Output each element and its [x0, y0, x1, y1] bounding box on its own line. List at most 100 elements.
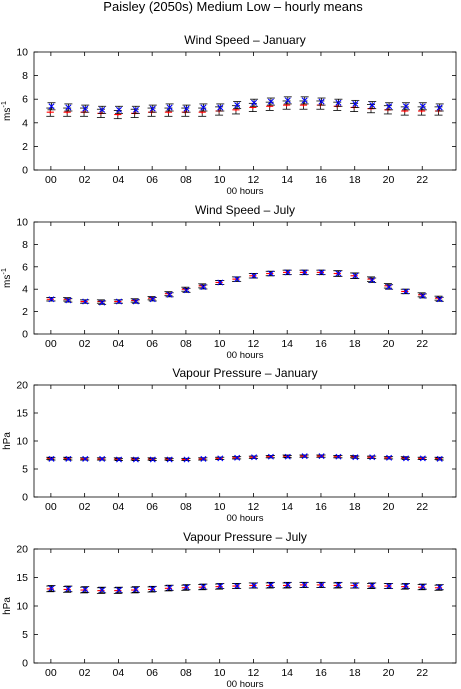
series-2 — [47, 269, 444, 306]
y-tick-label: 0 — [22, 492, 28, 504]
marker-x-b — [284, 269, 291, 276]
marker-x-b — [99, 106, 106, 113]
data-point — [368, 101, 377, 110]
data-point — [266, 270, 275, 277]
data-point — [368, 454, 377, 461]
marker-x-b — [251, 272, 258, 279]
marker-x-b — [82, 298, 89, 305]
x-tick-label: 08 — [180, 174, 192, 186]
data-point — [317, 453, 326, 460]
data-point — [216, 455, 225, 462]
marker-x-b — [65, 297, 72, 304]
data-point — [418, 102, 427, 111]
marker-x-b — [200, 583, 207, 590]
data-point — [131, 105, 140, 114]
x-tick-label: 20 — [383, 667, 395, 679]
x-tick-label: 00 — [45, 174, 57, 186]
y-tick-label: 0 — [22, 658, 28, 670]
marker-x-b — [267, 270, 274, 277]
data-point — [199, 455, 208, 462]
x-tick-label: 06 — [146, 338, 158, 350]
series-2 — [47, 581, 444, 594]
series-2 — [47, 96, 444, 114]
data-point — [131, 298, 140, 305]
y-axis-label: ms-1 — [0, 101, 13, 121]
data-point — [199, 103, 208, 112]
marker-x-b — [386, 103, 393, 110]
data-point — [165, 456, 174, 463]
data-point — [334, 581, 343, 588]
plot-frame — [33, 384, 457, 498]
marker-x-b — [65, 585, 72, 592]
marker-x-b — [267, 453, 274, 460]
marker-x-b — [386, 583, 393, 590]
marker-x-b — [301, 269, 308, 276]
data-point — [148, 296, 157, 303]
y-axis-label: hPa — [2, 597, 13, 615]
plot-frame — [33, 51, 457, 171]
data-point — [182, 287, 191, 294]
data-point — [418, 455, 427, 462]
marker-x-b — [48, 296, 55, 303]
data-point — [351, 582, 360, 589]
marker-x-b — [369, 454, 376, 461]
x-axis-label: 00 hours — [227, 513, 264, 524]
data-point — [81, 586, 90, 593]
y-tick-label: 10 — [16, 436, 28, 448]
marker-x-b — [335, 581, 342, 588]
x-tick-label: 06 — [146, 174, 158, 186]
marker-x-b — [116, 298, 122, 305]
marker-x-b — [284, 97, 291, 104]
y-tick-label: 8 — [22, 239, 28, 251]
marker-x-b — [82, 105, 89, 112]
data-point — [182, 584, 191, 591]
data-point — [81, 455, 90, 462]
marker-x-b — [149, 456, 156, 463]
marker-x-b — [48, 455, 55, 462]
data-point — [351, 272, 360, 279]
plot-frame — [33, 221, 457, 335]
marker-x-b — [217, 104, 224, 111]
data-point — [233, 454, 242, 461]
x-tick-label: 00 — [45, 338, 57, 350]
data-point — [64, 455, 73, 462]
marker-x-b — [48, 585, 55, 592]
chart-panel-4: Vapour Pressure – July 0 5 10 15 20 00 02 04 06 08… — [2, 530, 457, 689]
marker-x-b — [352, 100, 359, 107]
marker-x-b — [301, 453, 308, 460]
x-tick-label: 02 — [79, 501, 91, 513]
marker-x-b — [166, 584, 173, 591]
marker-x-b — [301, 581, 308, 588]
marker-x-b — [200, 455, 207, 462]
data-point — [148, 456, 157, 463]
x-tick-label: 14 — [281, 667, 293, 679]
x-tick-label: 18 — [349, 501, 361, 513]
data-point — [250, 582, 259, 589]
data-point — [98, 455, 107, 462]
data-point — [317, 581, 326, 588]
data-point — [81, 298, 90, 305]
chart-title: Wind Speed – July — [195, 203, 295, 217]
marker-x-b — [217, 455, 224, 462]
marker-x-b — [335, 99, 342, 106]
data-point — [131, 586, 140, 593]
x-tick-label: 02 — [79, 338, 91, 350]
data-point — [385, 583, 394, 590]
series-2 — [47, 453, 444, 463]
data-point — [385, 454, 394, 461]
x-tick-label: 12 — [248, 174, 260, 186]
data-point — [250, 454, 259, 461]
marker-x-b — [318, 581, 325, 588]
y-axis-label: hPa — [2, 432, 13, 450]
marker-x-b — [217, 279, 224, 286]
data-point — [283, 96, 292, 105]
x-tick-label: 02 — [79, 174, 91, 186]
data-point — [435, 103, 444, 112]
data-point — [64, 103, 73, 112]
x-tick-label: 20 — [383, 174, 395, 186]
x-tick-label: 12 — [248, 667, 260, 679]
marker-x-b — [352, 582, 359, 589]
marker-x-b — [217, 583, 224, 590]
data-point — [47, 102, 56, 111]
